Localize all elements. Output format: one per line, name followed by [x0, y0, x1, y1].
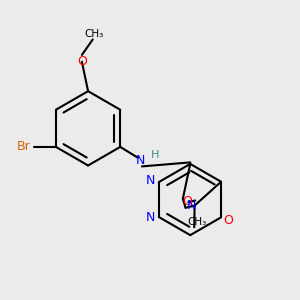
Text: O: O	[223, 214, 233, 227]
Text: Br: Br	[16, 140, 30, 153]
Text: N: N	[186, 200, 196, 212]
Text: O: O	[77, 55, 87, 68]
Text: N: N	[146, 174, 155, 187]
Text: CH₃: CH₃	[188, 217, 207, 227]
Text: O: O	[182, 195, 192, 208]
Text: H: H	[151, 150, 159, 160]
Text: CH₃: CH₃	[85, 29, 104, 39]
Text: N: N	[146, 212, 155, 224]
Text: N: N	[136, 154, 145, 167]
